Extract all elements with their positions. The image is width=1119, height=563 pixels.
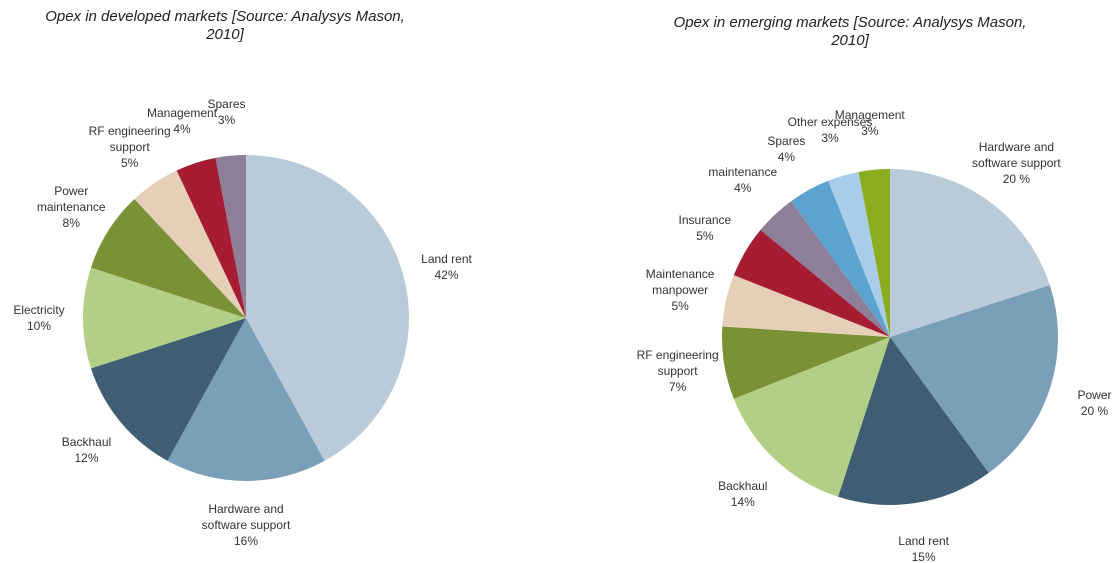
value-label: 5% [696,228,714,243]
value-label: 4% [173,122,191,137]
category-label: Management [146,106,218,121]
category-label: Backhaul [718,478,768,493]
category-label: Electricity [13,303,65,317]
category-label: maintenance [708,165,778,180]
value-label: 4% [734,181,752,196]
slice-label: Management 4% [132,105,232,137]
pie-slice [733,337,890,497]
pie-slice [90,318,247,461]
category-label: Power maintenance [36,184,106,215]
category-label: Other expenses [787,115,873,130]
slice-label: Power 20 % [1045,387,1119,419]
pie-slice [722,326,890,399]
pie-slice [791,180,890,337]
value-label: 10% [26,319,51,333]
slice-label: maintenance 4% [693,164,793,196]
category-label: RF engineering support [636,347,719,378]
category-label: Hardware and software support [201,502,291,532]
slice-label: Hardware and software support 16% [196,501,296,549]
slice-label: Backhaul 14% [693,478,793,510]
slice-label: RF engineering support 5% [80,123,180,171]
category-label: Power [1077,388,1112,403]
category-label: Management [834,107,905,122]
slice-label: Power maintenance 8% [21,183,121,231]
category-label: Land rent [898,534,949,549]
value-label: 5% [120,155,139,170]
pie-slice [828,171,890,337]
pie-slice [722,275,890,337]
value-label: 3% [861,123,879,138]
value-label: 5% [671,299,689,314]
pie-slice [83,267,247,369]
value-label: 42% [434,267,459,282]
category-label: Land rent [421,251,472,266]
category-label: Hardware and software support [972,140,1061,171]
pie-slice [246,155,409,461]
pie-slice [760,201,890,337]
value-label: 15% [911,550,936,563]
category-label: Spares [207,96,246,111]
pie-slice [890,169,1050,337]
value-label: 20 % [1080,404,1109,419]
slice-label: Hardware and software support 20 % [966,139,1066,187]
value-label: 16% [233,534,259,548]
slice-label: Land rent 42% [397,251,497,283]
value-label: 12% [74,450,99,465]
chart-title: Opex in developed markets [Source: Analy… [45,8,405,43]
pie-slice [176,157,246,318]
pie-slice [215,155,246,318]
pie-slice [167,318,325,481]
pie-slice [733,229,890,337]
slice-label: RF engineering support 7% [628,347,728,395]
category-label: Spares [767,133,806,148]
value-label: 4% [777,149,796,164]
value-label: 20 % [1002,172,1031,187]
value-label: 8% [62,216,80,231]
slice-label: Spares 3% [177,96,277,128]
slice-label: Backhaul 12% [36,434,136,466]
category-label: Maintenance manpower [645,267,715,298]
slice-label: Maintenance manpower 5% [630,266,730,314]
value-label: 3% [217,112,236,127]
category-label: RF engineering support [88,123,171,154]
category-label: Insurance [678,212,732,227]
slice-label: Management 3% [820,107,920,139]
value-label: 7% [668,379,687,394]
value-label: 14% [730,494,755,509]
pie-slice [134,170,246,318]
slice-label: Land rent 15% [874,533,974,563]
slice-label: Insurance 5% [655,212,755,244]
pie-slice [90,199,247,318]
pie-slice [858,169,890,337]
slice-label: Other expenses 3% [780,114,880,146]
category-label: Backhaul [61,434,112,449]
value-label: 3% [821,131,839,146]
pie-slice [838,337,989,505]
slice-label: Spares 4% [736,133,836,165]
slice-label: Electricity 10% [0,302,89,334]
chart-title: Opex in emerging markets [Source: Analys… [673,14,1027,49]
pie-slice [890,285,1058,473]
